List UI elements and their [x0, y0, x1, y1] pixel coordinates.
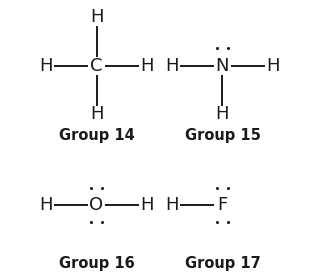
Text: N: N — [216, 57, 229, 75]
Text: H: H — [90, 8, 103, 27]
Text: H: H — [39, 57, 52, 75]
Text: H: H — [267, 57, 280, 75]
Text: H: H — [39, 196, 52, 214]
Text: Group 17: Group 17 — [185, 256, 260, 272]
Text: Group 16: Group 16 — [59, 256, 134, 272]
Text: H: H — [141, 57, 154, 75]
Text: F: F — [217, 196, 228, 214]
Text: H: H — [90, 105, 103, 123]
Text: H: H — [165, 196, 178, 214]
Text: H: H — [216, 105, 229, 123]
Text: C: C — [90, 57, 103, 75]
Text: Group 14: Group 14 — [59, 128, 134, 143]
Text: Group 15: Group 15 — [184, 128, 260, 143]
Text: O: O — [90, 196, 104, 214]
Text: H: H — [141, 196, 154, 214]
Text: H: H — [165, 57, 178, 75]
